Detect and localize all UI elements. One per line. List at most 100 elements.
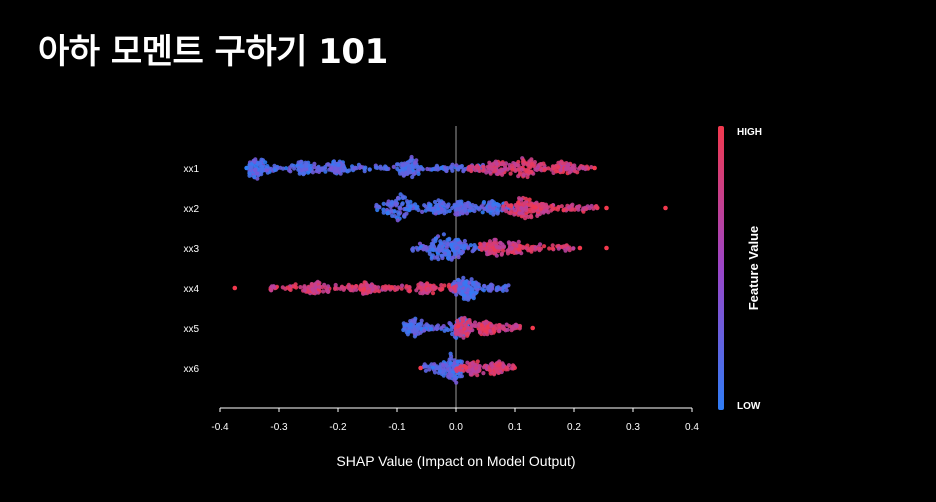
shap-dot bbox=[480, 287, 485, 292]
shap-dot bbox=[326, 289, 331, 294]
shap-dot bbox=[439, 253, 444, 258]
shap-dot bbox=[385, 210, 390, 215]
shap-dot bbox=[424, 364, 429, 369]
shap-dot bbox=[461, 335, 466, 340]
shap-dot bbox=[559, 204, 564, 209]
shap-dot bbox=[552, 167, 557, 172]
shap-dot bbox=[283, 286, 288, 291]
shap-dot bbox=[499, 251, 504, 256]
shap-dot bbox=[407, 288, 413, 293]
shap-dot bbox=[297, 171, 302, 176]
shap-dot bbox=[405, 200, 410, 205]
shap-dot bbox=[572, 169, 578, 174]
shap-dot bbox=[471, 282, 476, 287]
shap-dot bbox=[475, 359, 480, 364]
shap-dot bbox=[448, 288, 454, 293]
x-tick-label: 0.0 bbox=[449, 422, 463, 433]
shap-dot bbox=[422, 203, 427, 208]
colorbar-title: Feature Value bbox=[746, 226, 761, 311]
shap-dot bbox=[461, 368, 466, 373]
shap-dot bbox=[547, 246, 552, 251]
feature-labels: xx1 xx2 xx3 xx4 xx5 xx6 bbox=[183, 164, 199, 375]
shap-dot bbox=[408, 319, 413, 324]
shap-dot bbox=[488, 368, 493, 373]
shap-dot bbox=[406, 170, 411, 175]
shap-dot bbox=[580, 165, 586, 171]
shap-dot bbox=[255, 171, 260, 176]
shap-dot bbox=[404, 284, 409, 289]
shap-dot bbox=[367, 167, 372, 172]
shap-dot bbox=[570, 165, 575, 170]
shap-dot bbox=[571, 246, 576, 251]
shap-dot bbox=[435, 167, 440, 172]
shap-dot bbox=[521, 162, 526, 167]
shap-dot bbox=[558, 168, 563, 173]
shap-dot bbox=[460, 208, 465, 214]
shap-dot bbox=[381, 201, 386, 206]
feature-row-xx4 bbox=[232, 275, 511, 302]
shap-dot bbox=[437, 248, 442, 254]
shap-dot bbox=[505, 327, 510, 332]
shap-dot bbox=[516, 200, 521, 205]
shap-dot bbox=[462, 326, 467, 331]
shap-dot bbox=[539, 162, 544, 167]
shap-dot bbox=[517, 211, 522, 216]
shap-dot bbox=[540, 204, 545, 209]
shap-dot bbox=[567, 170, 572, 175]
shap-dot bbox=[561, 207, 566, 212]
shap-dot bbox=[264, 168, 269, 173]
shap-dot bbox=[449, 242, 454, 247]
shap-dot bbox=[439, 165, 444, 171]
shap-dot bbox=[468, 326, 473, 331]
shap-dot bbox=[383, 164, 388, 169]
shap-dot bbox=[497, 328, 502, 334]
shap-dot bbox=[338, 286, 343, 291]
shap-dot bbox=[506, 240, 511, 245]
shap-dot bbox=[489, 242, 494, 247]
shap-dot bbox=[418, 330, 423, 335]
shap-dot bbox=[423, 368, 428, 373]
shap-dot bbox=[434, 163, 439, 168]
shap-dot bbox=[308, 166, 313, 172]
shap-dot bbox=[537, 248, 542, 253]
shap-dot bbox=[470, 164, 475, 169]
shap-dot bbox=[561, 161, 566, 166]
shap-dot bbox=[566, 205, 572, 210]
feature-row-xx5 bbox=[401, 315, 535, 340]
shap-dot bbox=[445, 255, 451, 261]
shap-dot bbox=[456, 203, 461, 208]
shap-dot bbox=[425, 286, 430, 291]
feature-row-xx3 bbox=[410, 232, 609, 262]
shap-dot bbox=[461, 281, 467, 286]
shap-dot bbox=[437, 245, 442, 250]
shap-dot bbox=[538, 242, 543, 247]
shap-dot bbox=[504, 365, 509, 371]
shap-dot bbox=[500, 172, 505, 177]
shap-dot bbox=[515, 204, 520, 209]
shap-dot bbox=[444, 245, 449, 250]
shap-dot bbox=[477, 364, 482, 369]
shap-dot bbox=[473, 320, 478, 325]
shap-dot bbox=[550, 243, 555, 248]
shap-dot bbox=[336, 162, 341, 168]
shap-dot bbox=[313, 282, 318, 287]
shap-dot bbox=[494, 367, 499, 372]
shap-dot bbox=[352, 166, 357, 171]
shap-dot bbox=[406, 329, 411, 334]
shap-dot bbox=[488, 288, 493, 293]
x-tick-label: 0.3 bbox=[626, 422, 640, 433]
feature-label: xx1 bbox=[183, 164, 199, 175]
shap-dot bbox=[460, 245, 465, 250]
shap-dot bbox=[566, 163, 571, 168]
shap-dot bbox=[501, 326, 506, 331]
shap-dot bbox=[498, 241, 503, 246]
shap-dot bbox=[435, 323, 441, 328]
shap-dot bbox=[323, 285, 328, 290]
shap-dot bbox=[368, 284, 373, 289]
shap-dot bbox=[298, 285, 303, 290]
shap-dot bbox=[333, 286, 338, 291]
shap-dot bbox=[454, 163, 459, 168]
shap-dot bbox=[440, 286, 445, 291]
shap-dot bbox=[584, 206, 589, 211]
shap-dot-outlier bbox=[244, 165, 249, 171]
